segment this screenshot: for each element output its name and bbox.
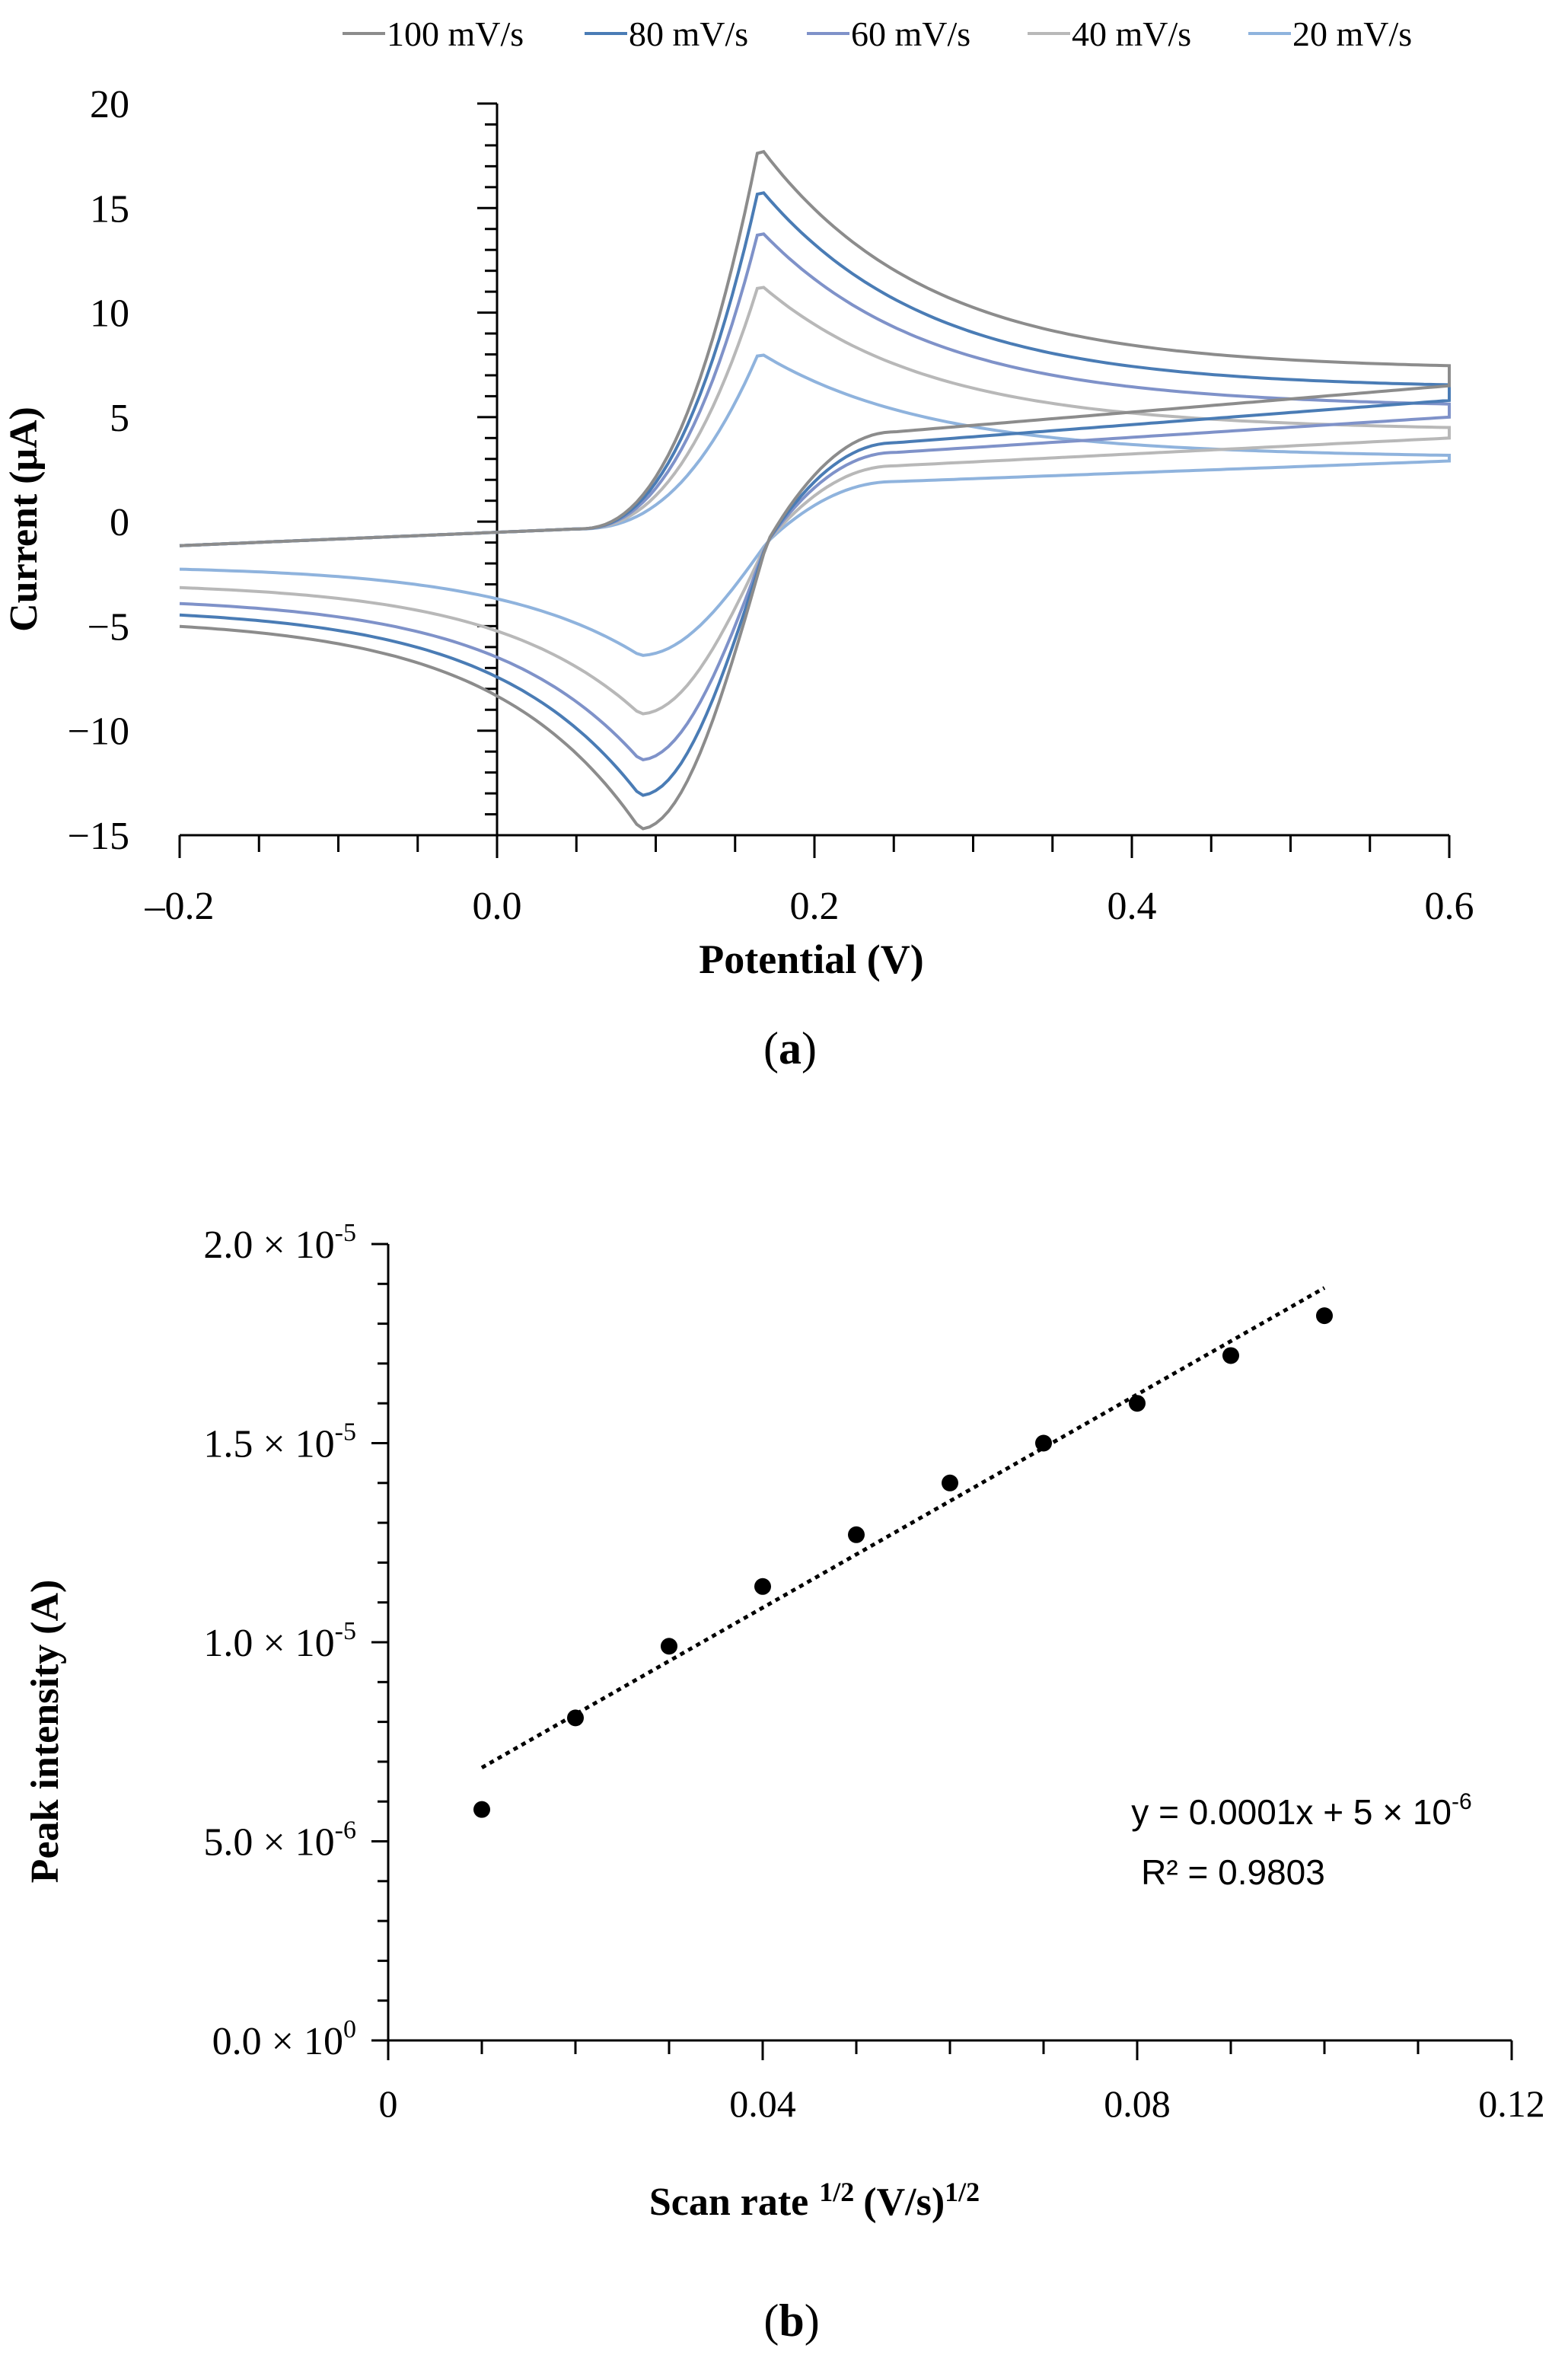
x-tick-label: 0.0: [473, 885, 522, 928]
y-tick-label: 0.0 × 100: [212, 2015, 356, 2063]
x-tick-label: 0.08: [1104, 2082, 1171, 2125]
data-point: [473, 1801, 490, 1818]
legend-label: 100 mV/s: [387, 14, 524, 53]
axes: [371, 1243, 1513, 2060]
y-axis-label: Peak intensity (A): [24, 1580, 67, 1884]
x-tick-label: 0.6: [1425, 885, 1474, 928]
data-point: [754, 1578, 771, 1595]
y-tick-label: 2.0 × 10-5: [203, 1219, 356, 1267]
x-axis-label: Potential (V): [699, 936, 923, 982]
x-tick-label: 0.4: [1107, 885, 1157, 928]
legend: 100 mV/s 80 mV/s 60 mV/s 40 mV/s 20 mV/s: [343, 14, 1412, 53]
x-tick-label: –0.2: [145, 885, 215, 928]
legend-label: 80 mV/s: [629, 14, 748, 53]
panel-b-peak-vs-scan-rate: 0 0.04 0.08 0.12 2.0 × 10-5 1.5 × 10-5 1.0 × 1…: [24, 1219, 1545, 2346]
y-tick-label: 20: [90, 83, 129, 126]
data-point: [1129, 1395, 1146, 1412]
voltammogram-curves: [179, 149, 1451, 831]
y-tick-label: 5: [110, 397, 129, 440]
y-tick-label: −5: [88, 605, 129, 649]
x-tick-label: 0.04: [729, 2082, 796, 2125]
panel-label-a: (a): [763, 1023, 817, 1074]
y-tick-label: 1.5 × 10-5: [203, 1418, 356, 1466]
legend-label: 20 mV/s: [1292, 14, 1412, 53]
r-squared: R² = 0.9803: [1141, 1852, 1325, 1892]
x-tick-label: 0.2: [790, 885, 840, 928]
tick-labels: –0.2 0.0 0.2 0.4 0.6 20 15 10 5 0 −5 −10 −15: [68, 83, 1474, 928]
x-axis-label: Scan rate 1/2 (V/s)1/2: [649, 2177, 980, 2224]
x-tick-label: 0.12: [1478, 2082, 1545, 2125]
y-axis-label: Current (μA): [2, 407, 46, 632]
y-tick-label: −10: [68, 710, 129, 754]
tick-labels: 0 0.04 0.08 0.12 2.0 × 10-5 1.5 × 10-5 1.0 × 1…: [203, 1219, 1544, 2125]
y-tick-label: 0: [110, 501, 129, 544]
panel-label-b: (b): [763, 2295, 819, 2346]
trendline-equation: y = 0.0001x + 5 × 10-6: [1131, 1789, 1471, 1832]
y-tick-label: 5.0 × 10-6: [203, 1817, 356, 1865]
trendline: [480, 1286, 1326, 1769]
data-point: [1035, 1434, 1052, 1452]
y-tick-label: 10: [90, 292, 129, 336]
axes: [178, 102, 1451, 858]
data-point: [661, 1638, 677, 1655]
x-tick-label: 0: [379, 2082, 398, 2125]
data-point: [942, 1474, 958, 1491]
legend-label: 40 mV/s: [1072, 14, 1191, 53]
data-point: [1222, 1347, 1239, 1364]
data-point: [848, 1526, 865, 1543]
data-point: [1316, 1307, 1333, 1325]
cv-curve-100mvs: [179, 149, 1451, 831]
legend-label: 60 mV/s: [851, 14, 970, 53]
data-point: [567, 1709, 584, 1727]
panel-a-cyclic-voltammogram: 100 mV/s 80 mV/s 60 mV/s 40 mV/s 20 mV/s –0.…: [2, 14, 1474, 1074]
y-tick-label: 15: [90, 187, 129, 231]
y-tick-label: 1.0 × 10-5: [203, 1617, 356, 1665]
data-points: [473, 1307, 1333, 1818]
y-tick-label: −15: [68, 815, 129, 858]
